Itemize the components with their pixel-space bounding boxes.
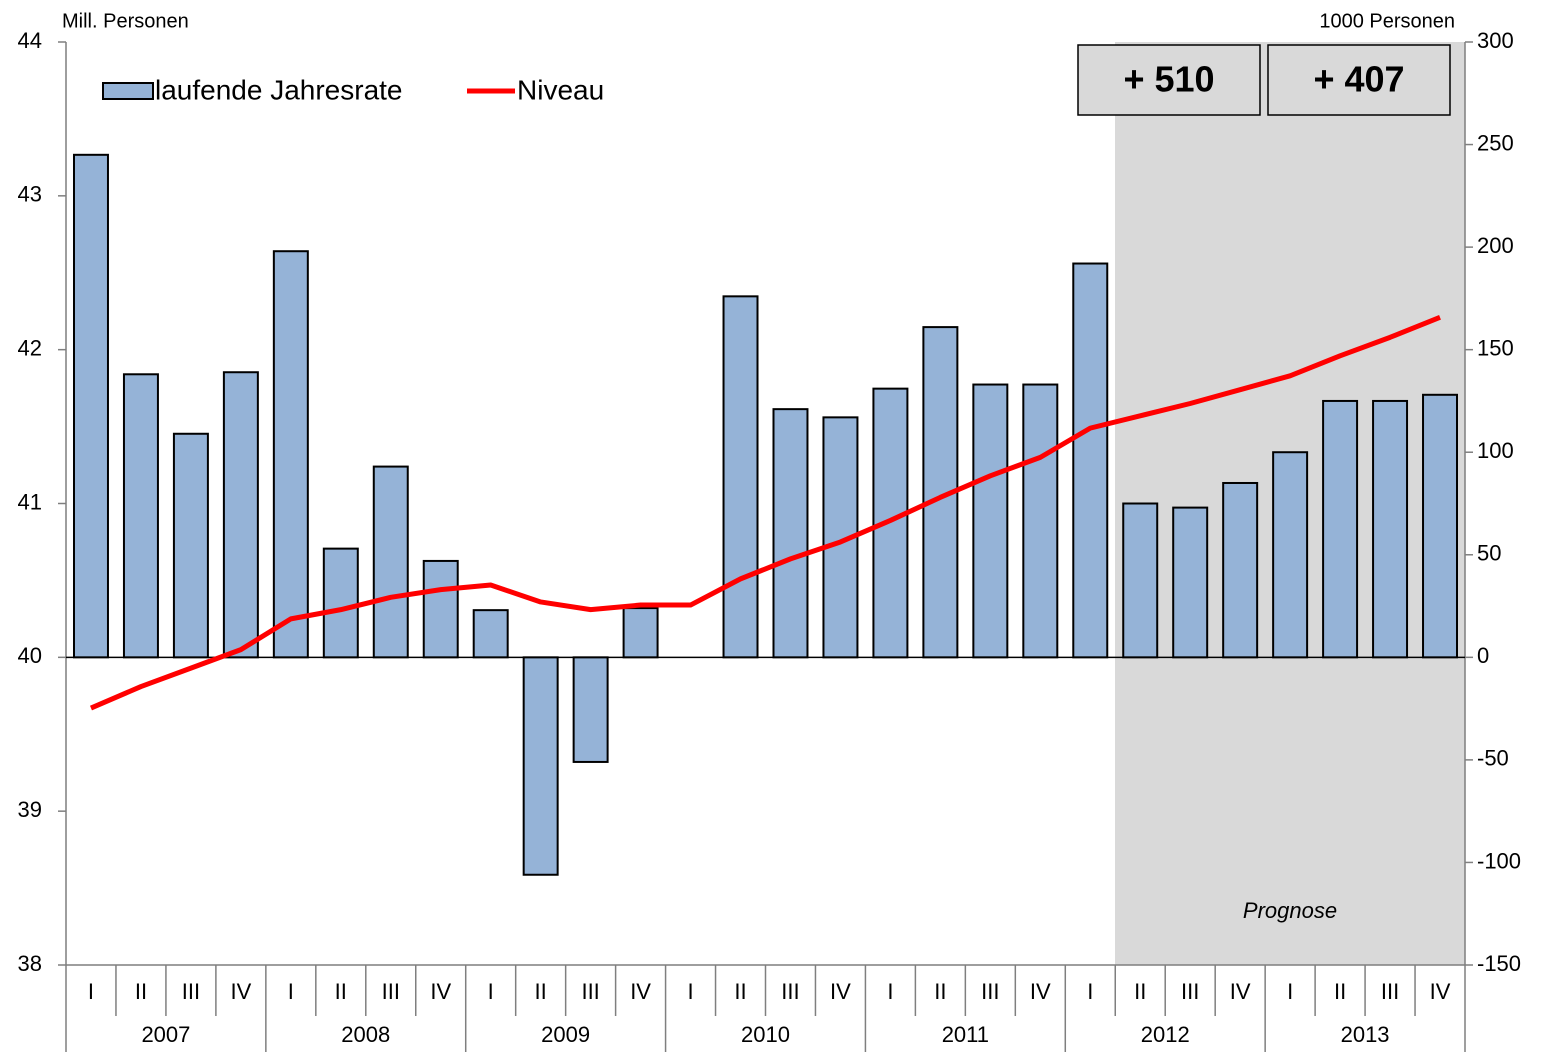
- x-tick-label: IV: [1430, 979, 1451, 1004]
- y-tick-label: 42: [18, 335, 42, 360]
- bar: [72, 153, 109, 659]
- y2-axis-label: 1000 Personen: [1319, 10, 1455, 32]
- x-tick-label: II: [135, 979, 147, 1004]
- year-label: 2012: [1141, 1022, 1190, 1047]
- year-label: 2008: [341, 1022, 390, 1047]
- bar: [1072, 262, 1109, 659]
- bar: [622, 607, 659, 659]
- x-tick-label: IV: [230, 979, 251, 1004]
- x-tick-label: IV: [830, 979, 851, 1004]
- x-tick-label: II: [934, 979, 946, 1004]
- bar: [222, 371, 259, 659]
- x-tick-label: I: [288, 979, 294, 1004]
- legend-label: Niveau: [517, 74, 604, 105]
- bar: [1372, 399, 1409, 659]
- x-tick-label: I: [88, 979, 94, 1004]
- x-tick-label: I: [1287, 979, 1293, 1004]
- bar: [722, 295, 759, 659]
- x-tick-label: IV: [1230, 979, 1251, 1004]
- bar: [772, 408, 809, 659]
- year-label: 2010: [741, 1022, 790, 1047]
- annotation-box: [1267, 44, 1451, 116]
- annotation: + 510: [1123, 59, 1214, 100]
- x-tick-label: II: [535, 979, 547, 1004]
- bar: [372, 465, 409, 659]
- y-axis-label: Mill. Personen: [62, 10, 189, 32]
- year-label: 2009: [541, 1022, 590, 1047]
- bar: [522, 656, 559, 876]
- bar: [1172, 506, 1209, 659]
- y2-tick-label: 100: [1477, 438, 1514, 463]
- forecast-label: Prognose: [1243, 898, 1337, 923]
- year-label: 2013: [1341, 1022, 1390, 1047]
- x-tick-label: III: [182, 979, 200, 1004]
- x-tick-label: III: [1381, 979, 1399, 1004]
- x-tick-label: I: [887, 979, 893, 1004]
- x-tick-label: I: [488, 979, 494, 1004]
- x-tick-label: I: [687, 979, 693, 1004]
- bar: [122, 373, 159, 659]
- bar: [272, 250, 309, 659]
- bar: [472, 609, 509, 659]
- y2-tick-label: 200: [1477, 233, 1514, 258]
- line: [89, 315, 1441, 711]
- y2-tick-label: 300: [1477, 28, 1514, 53]
- y-tick-label: 40: [18, 643, 42, 668]
- x-tick-label: III: [1181, 979, 1199, 1004]
- y-tick-label: 38: [18, 951, 42, 976]
- bar: [972, 383, 1009, 659]
- x-tick-label: II: [1134, 979, 1146, 1004]
- bar: [322, 547, 359, 659]
- x-tick-label: III: [581, 979, 599, 1004]
- bar: [1022, 383, 1059, 659]
- y-tick-label: 44: [18, 28, 42, 53]
- y2-tick-label: 50: [1477, 541, 1501, 566]
- x-tick-label: IV: [1030, 979, 1051, 1004]
- year-label: 2011: [942, 1022, 989, 1047]
- x-tick-label: IV: [430, 979, 451, 1004]
- legend-swatch: [102, 82, 154, 100]
- y2-tick-label: 0: [1477, 643, 1489, 668]
- legend-label: laufende Jahresrate: [155, 74, 403, 105]
- x-tick-label: III: [781, 979, 799, 1004]
- x-tick-label: III: [382, 979, 400, 1004]
- x-tick-label: II: [1334, 979, 1346, 1004]
- y2-tick-label: -150: [1477, 951, 1521, 976]
- bar: [422, 559, 459, 659]
- y2-tick-label: -100: [1477, 848, 1521, 873]
- bar: [1222, 481, 1259, 659]
- y2-tick-label: 150: [1477, 335, 1514, 360]
- y2-tick-label: -50: [1477, 746, 1509, 771]
- legend: laufende Jahresrate Niveau: [102, 74, 604, 105]
- bar: [1422, 393, 1459, 659]
- annotation-box: [1077, 44, 1261, 116]
- bar: [572, 656, 609, 763]
- y-tick-label: 41: [18, 489, 42, 514]
- bar: [172, 432, 209, 659]
- x-tick-label: II: [335, 979, 347, 1004]
- y-tick-label: 43: [18, 182, 42, 207]
- y2-tick-label: 250: [1477, 130, 1514, 155]
- year-label: 2007: [141, 1022, 190, 1047]
- x-tick-label: IV: [630, 979, 651, 1004]
- bar: [1122, 502, 1159, 659]
- y-tick-label: 39: [18, 797, 42, 822]
- x-tick-label: II: [734, 979, 746, 1004]
- x-tick-label: III: [981, 979, 999, 1004]
- x-tick-label: I: [1087, 979, 1093, 1004]
- bar: [1322, 399, 1359, 659]
- bar: [1272, 451, 1309, 659]
- annotation: + 407: [1313, 59, 1404, 100]
